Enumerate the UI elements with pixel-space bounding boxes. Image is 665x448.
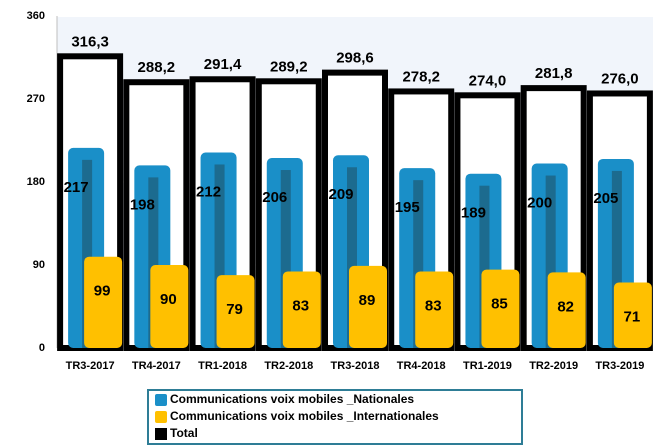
legend-label: Total: [170, 426, 198, 440]
data-label: 71: [624, 308, 641, 325]
bar: [547, 272, 586, 348]
legend-label: Communications voix mobiles _Internation…: [170, 409, 439, 423]
data-label: 195: [395, 199, 420, 216]
data-label: 276,0: [601, 70, 639, 87]
data-label: 212: [196, 183, 221, 200]
x-tick-label: TR2-2018: [264, 360, 313, 372]
data-label: 89: [359, 292, 376, 309]
data-label: 274,0: [469, 72, 507, 89]
bar: [150, 265, 189, 348]
data-label: 189: [461, 205, 486, 222]
data-label: 316,3: [71, 33, 109, 50]
bar-shade: [148, 177, 159, 348]
x-tick-label: TR3-2019: [595, 360, 644, 372]
x-tick-label: TR3-2017: [66, 360, 115, 372]
data-label: 99: [94, 283, 111, 300]
bar-shade: [611, 170, 622, 348]
y-tick-label: 180: [27, 176, 45, 188]
bar-shade: [479, 185, 490, 348]
data-label: 281,8: [535, 65, 573, 82]
bar: [84, 256, 123, 348]
data-label: 79: [226, 301, 243, 318]
data-label: 200: [527, 195, 552, 212]
bar-shade: [413, 180, 424, 348]
bar-shade: [82, 159, 93, 348]
data-label: 85: [491, 296, 508, 313]
legend-swatch: [155, 428, 167, 440]
x-tick-label: TR4-2017: [132, 360, 181, 372]
data-label: 217: [64, 179, 89, 196]
bar: [216, 275, 255, 348]
x-tick-label: TR1-2019: [463, 360, 512, 372]
data-label: 288,2: [138, 59, 176, 76]
data-label: 205: [593, 190, 618, 207]
bar: [349, 265, 387, 348]
bar-shade: [280, 170, 291, 348]
y-tick-label: 270: [27, 93, 45, 105]
bar: [282, 271, 321, 348]
bar-shade: [347, 167, 357, 348]
x-tick-label: TR2-2019: [529, 360, 578, 372]
data-label: 209: [328, 186, 353, 203]
legend-swatch: [155, 394, 167, 406]
data-label: 83: [292, 297, 309, 314]
x-tick-label: TR3-2018: [331, 360, 380, 372]
bar-shade: [214, 164, 225, 348]
data-label: 289,2: [270, 58, 308, 75]
data-label: 83: [425, 297, 442, 314]
data-label: 198: [130, 196, 155, 213]
legend-box: [147, 389, 523, 445]
legend-label: Communications voix mobiles _Nationales: [170, 392, 414, 406]
data-label: 298,6: [336, 50, 374, 67]
bar: [415, 271, 454, 348]
bar: [481, 269, 520, 348]
x-tick-label: TR1-2018: [198, 360, 247, 372]
y-tick-label: 0: [39, 342, 45, 354]
x-tick-label: TR4-2018: [397, 360, 446, 372]
legend-swatch: [155, 411, 167, 423]
data-label: 206: [262, 189, 287, 206]
bar: [613, 282, 652, 348]
data-label: 90: [160, 291, 177, 308]
y-tick-label: 360: [27, 10, 45, 22]
data-label: 278,2: [402, 68, 440, 85]
data-label: 291,4: [204, 56, 242, 73]
bar-shade: [545, 175, 556, 348]
data-label: 82: [557, 298, 574, 315]
y-tick-label: 90: [33, 259, 45, 271]
